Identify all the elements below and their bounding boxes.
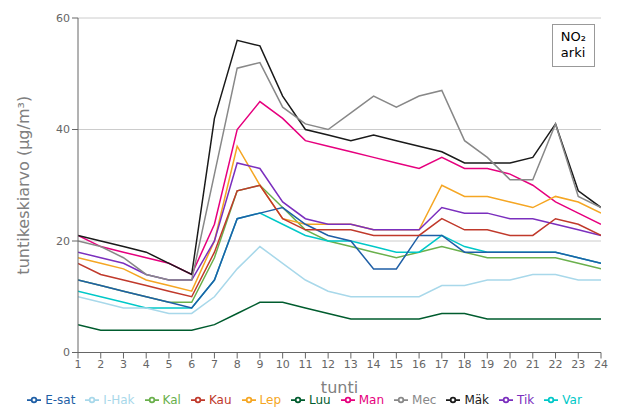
svg-text:2: 2 <box>97 358 104 371</box>
svg-text:21: 21 <box>526 358 540 371</box>
html-text:Kau: Kau <box>208 392 232 407</box>
html-text:arki: arki <box>560 45 586 61</box>
svg-text:8: 8 <box>234 358 241 371</box>
svg-text:20: 20 <box>56 235 70 248</box>
svg-text:0: 0 <box>63 346 70 359</box>
html-text:I-Hak: I-Hak <box>103 392 135 407</box>
svg-text:3: 3 <box>120 358 127 371</box>
svg-text:6: 6 <box>188 358 195 371</box>
html-text:Kal: Kal <box>162 392 181 407</box>
svg-text:5: 5 <box>165 358 172 371</box>
svg-text:17: 17 <box>435 358 449 371</box>
html-text:Var: Var <box>562 392 582 407</box>
html-text:Lep: Lep <box>259 392 281 407</box>
svg-text:12: 12 <box>321 358 335 371</box>
svg-text:22: 22 <box>549 358 563 371</box>
svg-text:19: 19 <box>480 358 494 371</box>
svg-text:60: 60 <box>56 12 70 25</box>
svg-text:16: 16 <box>412 358 426 371</box>
svg-text:24: 24 <box>594 358 608 371</box>
svg-text:4: 4 <box>143 358 150 371</box>
svg-text:15: 15 <box>389 358 403 371</box>
svg-text:14: 14 <box>367 358 381 371</box>
svg-text:1: 1 <box>75 358 82 371</box>
svg-text:20: 20 <box>503 358 517 371</box>
svg-text:tunti: tunti <box>321 378 358 397</box>
html-text:Luu: Luu <box>309 392 331 407</box>
html-text:Mec: Mec <box>412 392 437 407</box>
svg-text:23: 23 <box>571 358 585 371</box>
svg-text:11: 11 <box>298 358 312 371</box>
html-text:Tik: Tik <box>517 392 535 407</box>
svg-text:tuntikeskiarvo (µg/m³): tuntikeskiarvo (µg/m³) <box>14 96 33 275</box>
html-text:E-sat: E-sat <box>45 392 76 407</box>
svg-text:18: 18 <box>458 358 472 371</box>
svg-text:40: 40 <box>56 123 70 136</box>
svg-text:10: 10 <box>276 358 290 371</box>
svg-text:13: 13 <box>344 358 358 371</box>
html-text:Man: Man <box>358 392 384 407</box>
html-text:NO₂: NO₂ <box>560 29 586 44</box>
svg-text:7: 7 <box>211 358 218 371</box>
html-text:Mäk: Mäk <box>464 392 489 407</box>
svg-text:9: 9 <box>256 358 263 371</box>
